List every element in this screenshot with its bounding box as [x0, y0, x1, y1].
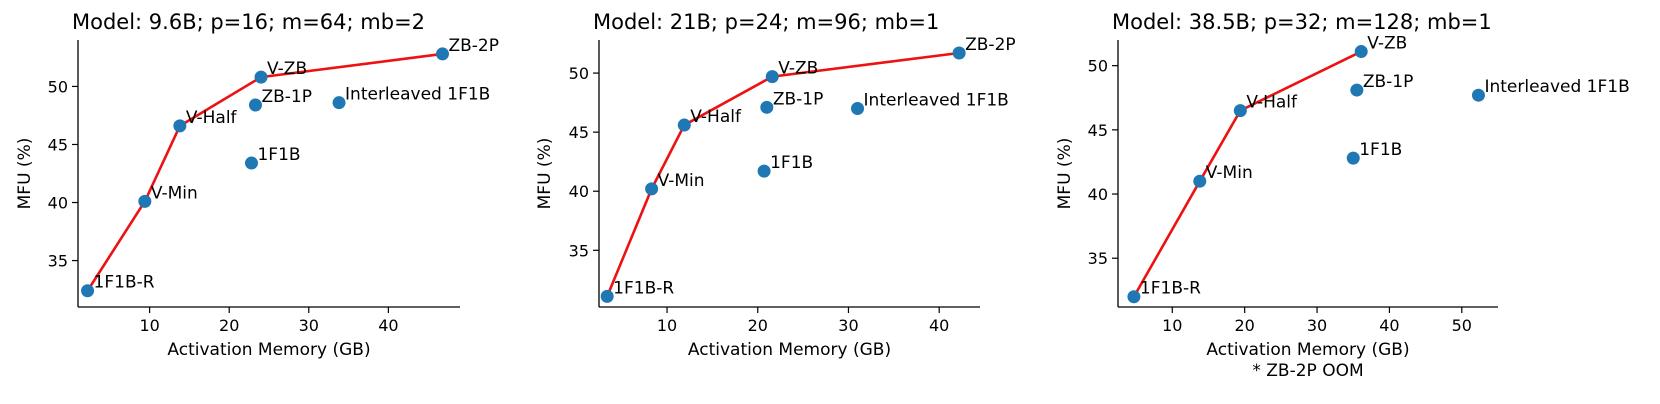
data-point-label: V-ZB	[778, 59, 818, 79]
y-tick-label: 35	[1088, 249, 1108, 268]
y-tick-label: 45	[569, 123, 589, 142]
x-axis-label: Activation Memory (GB)	[167, 340, 370, 360]
data-point-label: Interleaved 1F1B	[1484, 77, 1629, 97]
y-tick-label: 50	[569, 64, 589, 83]
data-point	[1350, 83, 1364, 97]
data-point-label: ZB-1P	[1363, 72, 1414, 92]
data-point-label: ZB-1P	[773, 89, 824, 109]
x-tick-label: 50	[1452, 316, 1472, 335]
data-point	[81, 284, 95, 298]
data-point-label: V-ZB	[267, 59, 307, 79]
y-tick-label: 50	[48, 77, 68, 96]
data-point-label: V-Min	[658, 171, 705, 191]
data-point	[952, 46, 966, 60]
chart-svg: Model: 9.6B; p=16; m=64; mb=2 10 20 30 40 35 4…	[15, 10, 499, 360]
chart-title: Model: 21B; p=24; m=96; mb=1	[593, 10, 939, 34]
x-tick-label: 10	[657, 316, 677, 335]
y-tick-label: 45	[1088, 121, 1108, 140]
data-point-label: Interleaved 1F1B	[864, 91, 1009, 111]
data-point-label: V-ZB	[1367, 34, 1407, 54]
data-point	[173, 119, 187, 133]
data-point	[600, 289, 614, 303]
data-point	[760, 100, 774, 114]
data-point-label: ZB-1P	[261, 87, 312, 107]
x-tick-label: 20	[748, 316, 768, 335]
data-point	[677, 118, 691, 132]
chart-title: Model: 38.5B; p=32; m=128; mb=1	[1112, 10, 1492, 34]
data-point-label: 1F1B	[1359, 140, 1402, 160]
chart-panel-1: Model: 9.6B; p=16; m=64; mb=2 10 20 30 40 35 4…	[0, 0, 520, 400]
data-point	[138, 194, 152, 208]
x-tick-label: 30	[838, 316, 858, 335]
x-axis-label: Activation Memory (GB)	[1206, 340, 1409, 360]
y-axis-label: MFU (%)	[15, 138, 35, 210]
x-tick-label: 10	[139, 316, 159, 335]
data-point-label: ZB-2P	[965, 35, 1016, 55]
y-tick-label: 40	[569, 182, 589, 201]
data-point	[1233, 104, 1247, 118]
chart-panel-3: Model: 38.5B; p=32; m=128; mb=1 10 20 30 40 5…	[1040, 0, 1660, 400]
chart-panel-2: Model: 21B; p=24; m=96; mb=1 10 20 30 40 35 40…	[520, 0, 1040, 400]
y-tick-label: 50	[1088, 57, 1108, 76]
data-point-label: V-Min	[151, 183, 198, 203]
chart-note: * ZB-2P OOM	[1252, 361, 1363, 381]
data-point	[1471, 88, 1485, 102]
chart-svg: Model: 21B; p=24; m=96; mb=1 10 20 30 40 35 40…	[535, 10, 1016, 360]
data-point	[332, 96, 346, 110]
data-point	[248, 98, 262, 112]
y-axis-label: MFU (%)	[535, 138, 555, 210]
x-axis-label: Activation Memory (GB)	[688, 340, 891, 360]
x-tick-label: 40	[378, 316, 398, 335]
data-point	[244, 156, 258, 170]
chart-title: Model: 9.6B; p=16; m=64; mb=2	[72, 10, 425, 34]
x-tick-label: 20	[219, 316, 239, 335]
data-point	[765, 70, 779, 84]
x-tick-label: 20	[1234, 316, 1254, 335]
data-point-label: V-Half	[1246, 93, 1298, 113]
data-point	[757, 164, 771, 178]
x-tick-label: 40	[929, 316, 949, 335]
data-point	[254, 70, 268, 84]
y-tick-label: 45	[48, 135, 68, 154]
x-tick-label: 40	[1379, 316, 1399, 335]
y-tick-label: 40	[48, 194, 68, 213]
data-point-label: V-Min	[1206, 163, 1253, 183]
chart-svg: Model: 38.5B; p=32; m=128; mb=1 10 20 30 40 5…	[1055, 10, 1630, 381]
data-point	[851, 102, 865, 116]
data-point	[1346, 151, 1360, 165]
data-point	[1354, 45, 1368, 59]
y-tick-label: 35	[569, 241, 589, 260]
data-point	[435, 47, 449, 61]
data-point	[1193, 174, 1207, 188]
frontier-line	[1132, 50, 1362, 298]
data-point	[645, 182, 659, 196]
data-point-label: V-Half	[186, 108, 238, 128]
data-point-label: 1F1B-R	[1140, 279, 1201, 299]
x-tick-label: 30	[299, 316, 319, 335]
data-point-label: 1F1B	[257, 145, 300, 165]
data-point-label: 1F1B-R	[613, 278, 674, 298]
data-point-label: Interleaved 1F1B	[345, 85, 490, 105]
y-tick-label: 35	[48, 252, 68, 271]
data-point-label: V-Half	[690, 107, 742, 127]
data-point-label: 1F1B	[770, 153, 813, 173]
data-point	[1127, 290, 1141, 304]
x-tick-label: 10	[1162, 316, 1182, 335]
data-point-label: 1F1B-R	[94, 273, 155, 293]
y-tick-label: 40	[1088, 185, 1108, 204]
data-point-label: ZB-2P	[448, 36, 499, 56]
x-tick-label: 30	[1307, 316, 1327, 335]
y-axis-label: MFU (%)	[1055, 138, 1075, 210]
